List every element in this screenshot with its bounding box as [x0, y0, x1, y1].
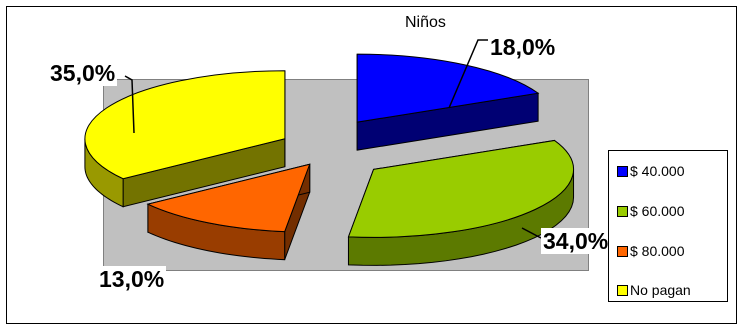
legend-item-80000: $ 80.000: [617, 243, 685, 259]
data-label-no-pagan: 35,0%: [48, 60, 118, 86]
legend-label: $ 60.000: [630, 203, 685, 219]
legend-swatch: [617, 284, 628, 296]
slice-80000: [146, 163, 311, 261]
legend-label: $ 80.000: [630, 243, 685, 259]
leader-60000: [521, 227, 542, 239]
legend-swatch: [617, 245, 628, 257]
legend-item-no-pagan: No pagan: [617, 282, 691, 298]
legend-label: No pagan: [630, 282, 691, 298]
legend-swatch: [617, 165, 628, 177]
legend-swatch: [617, 205, 628, 217]
legend-label: $ 40.000: [630, 163, 685, 179]
legend-item-60000: $ 60.000: [617, 203, 685, 219]
pie-slices: [84, 53, 575, 266]
legend-item-40000: $ 40.000: [617, 163, 685, 179]
data-label-60000: 34,0%: [541, 228, 611, 254]
data-label-40000: 18,0%: [488, 34, 558, 60]
leader-no-pagan: [124, 75, 135, 134]
slice-60000: [347, 139, 575, 266]
slice-40000: [356, 53, 540, 151]
legend: $ 40.000 $ 60.000 $ 80.000 No pagan: [608, 150, 728, 302]
slice-no-pagan: [84, 70, 286, 208]
chart-title: Niños: [405, 14, 446, 31]
data-label-80000: 13,0%: [97, 266, 167, 292]
